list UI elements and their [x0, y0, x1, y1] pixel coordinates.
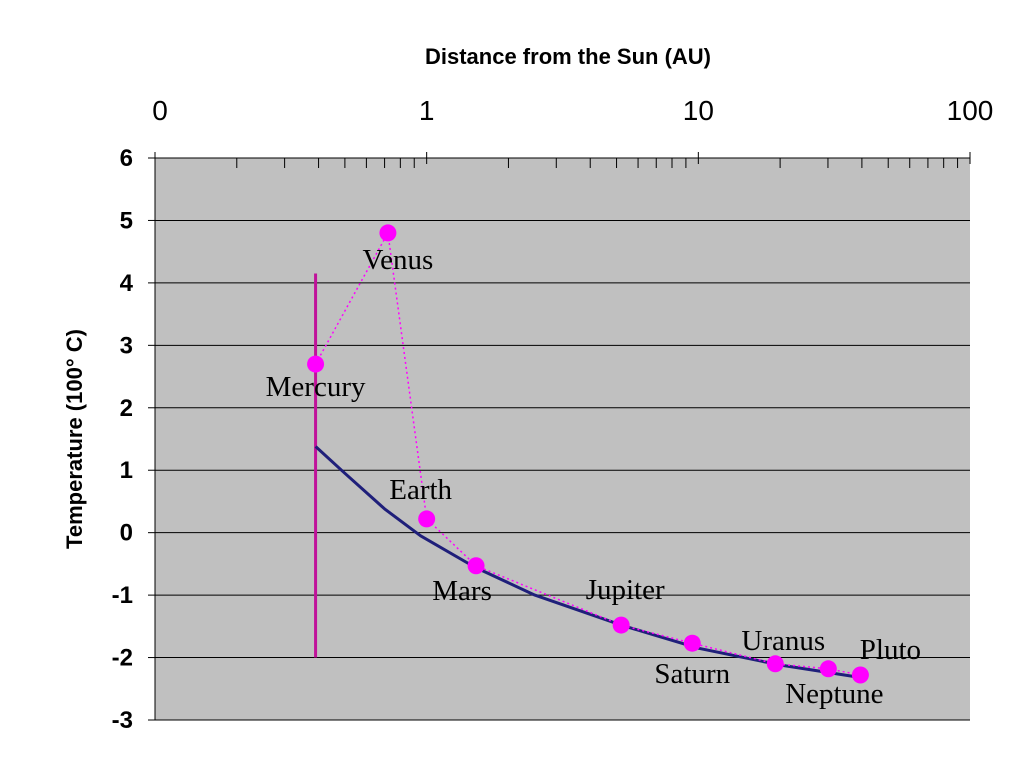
planet-point — [467, 557, 485, 575]
point-labels: Mercury Venus Earth Mars Jupiter Saturn Uranus… — [266, 244, 921, 710]
planet-point — [766, 655, 784, 673]
y-tick-label: -3 — [112, 707, 133, 734]
y-tick-label: 1 — [120, 457, 133, 484]
planet-label: Venus — [362, 244, 433, 276]
planet-label: Saturn — [654, 658, 730, 690]
planet-label: Jupiter — [586, 574, 665, 606]
y-tick-label: 4 — [120, 270, 134, 297]
plot-area — [155, 158, 970, 720]
x-axis-title: Distance from the Sun (AU) — [425, 44, 711, 69]
y-axis-title: Temperature (100° C) — [62, 329, 87, 549]
planet-label: Neptune — [785, 678, 883, 710]
planet-point — [612, 616, 630, 634]
planet-point — [379, 224, 397, 242]
planet-point — [418, 510, 436, 528]
fit-curve-line — [314, 445, 861, 679]
planet-label: Earth — [389, 474, 452, 506]
y-tick-label: 3 — [120, 332, 133, 359]
x-tick-label: 1 — [419, 95, 435, 126]
planet-point — [819, 660, 837, 678]
planet-point — [683, 634, 701, 652]
planet-label: Mercury — [266, 371, 366, 403]
planet-point — [851, 666, 869, 684]
y-tick-label: 2 — [120, 395, 133, 422]
x-tick-label: 0 — [152, 95, 168, 126]
y-tick-label: 6 — [120, 145, 133, 172]
y-tick-label: 5 — [120, 207, 133, 234]
planet-label: Mars — [432, 575, 492, 607]
gridlines — [155, 157, 970, 659]
x-tick-label: 100 — [947, 95, 994, 126]
planet-label: Pluto — [860, 634, 921, 666]
planet-dotted-line — [314, 230, 861, 676]
x-tick-label: 10 — [683, 95, 714, 126]
y-tick-label: -2 — [112, 645, 133, 672]
planet-point — [307, 355, 325, 373]
data-series — [307, 224, 869, 684]
planet-label: Uranus — [741, 625, 825, 657]
y-tick-label: -1 — [112, 582, 133, 609]
y-tick-label: 0 — [120, 520, 133, 547]
